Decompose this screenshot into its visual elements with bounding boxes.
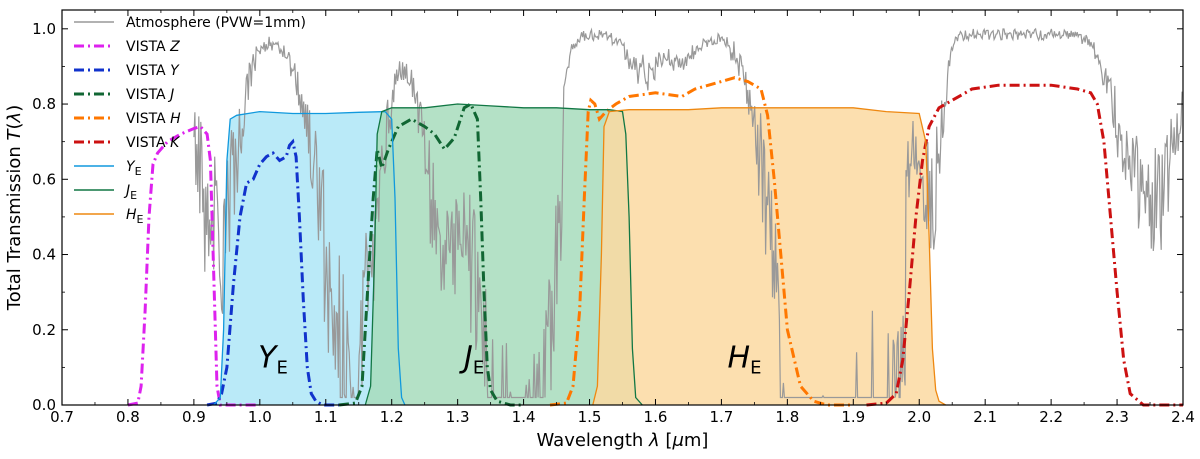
- legend-item-vista-k: VISTA K: [74, 135, 181, 151]
- y-axis-label: Total Transmission T(λ): [4, 105, 25, 311]
- legend-item-atmosphere-pvw-1mm: Atmosphere (PVW=1mm): [74, 15, 306, 31]
- x-tick-label-2-3: 2.3: [1105, 408, 1129, 426]
- legend-label: Atmosphere (PVW=1mm): [126, 15, 306, 31]
- legend-label: JE: [123, 183, 137, 202]
- y-tick-label-0-6: 0.6: [32, 170, 56, 188]
- x-tick-label-1-8: 1.8: [775, 408, 799, 426]
- x-tick-label-1-1: 1.1: [314, 408, 338, 426]
- fill-h-e: [592, 107, 946, 406]
- x-tick-label-0-9: 0.9: [182, 408, 206, 426]
- x-tick-label-2-2: 2.2: [1039, 408, 1063, 426]
- line-vista-y: [206, 138, 339, 407]
- legend-label: VISTA H: [126, 111, 181, 127]
- legend-label: VISTA J: [126, 87, 174, 103]
- legend: Atmosphere (PVW=1mm) VISTA Z VISTA Y VISTA …: [74, 15, 306, 226]
- legend-item-vista-y: VISTA Y: [74, 63, 180, 79]
- y-tick-label-1-0: 1.0: [32, 20, 56, 38]
- legend-label: HE: [126, 207, 144, 226]
- line-h-e: [592, 107, 946, 406]
- atmosphere-curve: [193, 27, 1183, 399]
- x-tick-label-0-7: 0.7: [50, 408, 74, 426]
- x-tick-label-1-0: 1.0: [248, 408, 272, 426]
- band-label-he: HE: [728, 340, 762, 378]
- x-tick-label-2-4: 2.4: [1171, 408, 1195, 426]
- band-label-ye: YE: [258, 340, 288, 378]
- x-tick-label-1-7: 1.7: [709, 408, 733, 426]
- fill-j-e: [365, 104, 643, 405]
- atmosphere-layer: [193, 27, 1183, 399]
- line-vista-j: [338, 101, 524, 407]
- line-j-e: [364, 103, 643, 406]
- legend-item-vista-j: VISTA J: [74, 87, 174, 103]
- legend-item-je: JE: [74, 183, 137, 202]
- x-tick-label-1-3: 1.3: [446, 408, 470, 426]
- y-tick-label-0-8: 0.8: [32, 95, 56, 113]
- fill-y-e: [213, 111, 405, 405]
- filter-fill-layer: [213, 104, 946, 406]
- y-tick-label-0-2: 0.2: [32, 321, 56, 339]
- x-tick-label-1-9: 1.9: [841, 408, 865, 426]
- x-tick-label-0-8: 0.8: [116, 408, 140, 426]
- tick-layer: 0.7 0.8 0.9 1.0 1.1 1.2 1.3 1.4 1.5 1.6 1.7 1.8 1.9 2…: [32, 10, 1195, 426]
- legend-item-ye: YE: [74, 159, 142, 178]
- x-tick-label-1-2: 1.2: [380, 408, 404, 426]
- x-tick-label-2-0: 2.0: [907, 408, 931, 426]
- legend-label: VISTA K: [126, 135, 181, 151]
- x-axis-label: Wavelength λ [μm]: [537, 430, 709, 451]
- band-label-layer: YE JE HE: [258, 340, 761, 378]
- legend-item-vista-h: VISTA H: [74, 111, 181, 127]
- legend-item-he: HE: [74, 207, 144, 226]
- series-line-layer: [127, 76, 1183, 407]
- x-tick-label-1-6: 1.6: [644, 408, 668, 426]
- x-tick-label-1-5: 1.5: [578, 408, 602, 426]
- line-vista-k: [866, 83, 1183, 407]
- line-y-e: [213, 110, 406, 406]
- y-tick-label-0-4: 0.4: [32, 246, 56, 264]
- legend-label: VISTA Z: [126, 39, 180, 55]
- x-tick-label-1-4: 1.4: [512, 408, 536, 426]
- y-tick-label-0-0: 0.0: [32, 396, 56, 414]
- x-tick-label-2-1: 2.1: [973, 408, 997, 426]
- legend-item-vista-z: VISTA Z: [74, 39, 180, 55]
- legend-label: YE: [126, 159, 142, 178]
- legend-label: VISTA Y: [126, 63, 180, 79]
- line-vista-z: [127, 124, 260, 407]
